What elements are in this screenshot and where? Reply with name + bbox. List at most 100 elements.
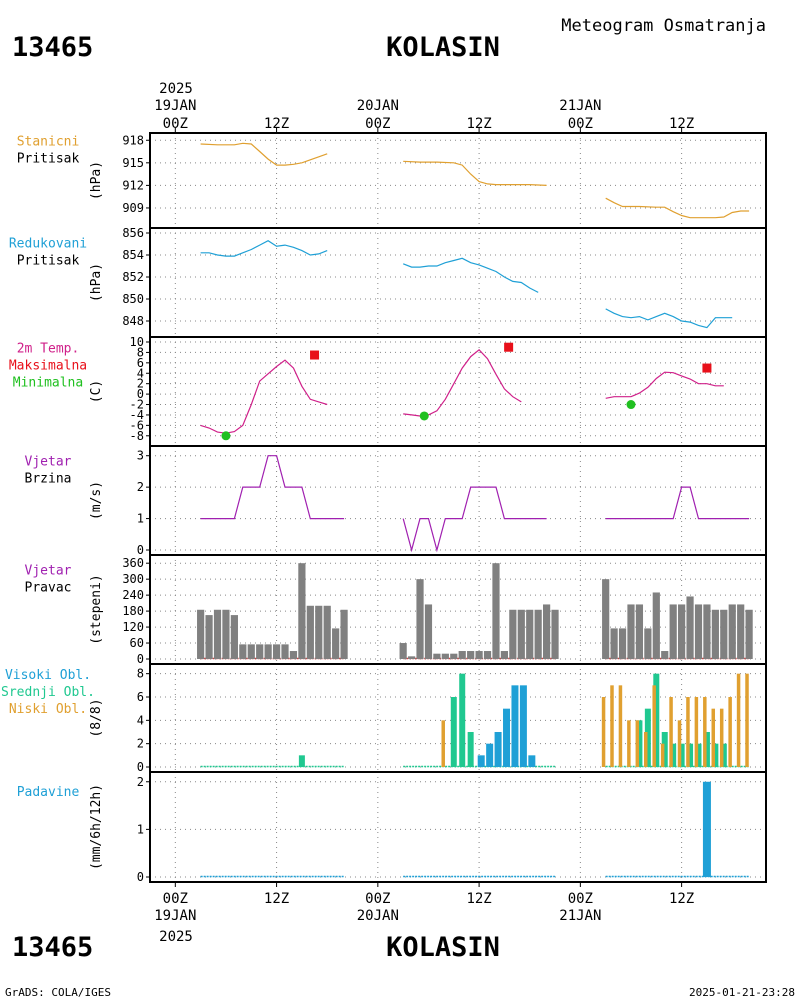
panel-label: Pritisak (17, 254, 80, 269)
y-tick-label: -6 (130, 418, 144, 432)
minimum-marker (626, 400, 636, 410)
station-name-top: KOLASIN (386, 32, 500, 63)
cloud-bar-low (719, 708, 724, 767)
cloud-bar-low (694, 697, 699, 767)
cloud-bar-mid (450, 697, 457, 767)
cloud-bar-high (511, 685, 519, 767)
bottom-time-tick-label: 12Z (264, 891, 289, 907)
y-tick-label: 850 (122, 292, 144, 306)
bottom-time-tick-label: 00Z (163, 891, 188, 907)
cloud-bar-mid (703, 732, 710, 767)
panel-label: Stanicni (17, 135, 80, 150)
wind-direction-bar (458, 651, 466, 659)
y-tick-label: 915 (122, 156, 144, 170)
wind-direction-bar (197, 609, 205, 659)
wind-direction-bar (340, 609, 348, 659)
y-tick-label: 0 (137, 387, 144, 401)
wind-direction-bar (720, 609, 728, 659)
wind-direction-bar (661, 651, 669, 659)
y-axis-label: (stepeni) (89, 574, 104, 644)
cloud-bar-low (635, 720, 640, 767)
wind-direction-bar (551, 609, 559, 659)
top-date-label: 21JAN (559, 98, 601, 114)
cloud-bar-low (703, 697, 707, 767)
wind-direction-bar (509, 609, 517, 659)
panel-label: Redukovani (9, 237, 87, 252)
wind-direction-bar (247, 644, 255, 659)
panel-frame (149, 227, 767, 338)
y-axis-label: (mm/6h/12h) (89, 784, 104, 870)
panel-frame (149, 771, 767, 883)
bottom-date-label: 21JAN (559, 908, 601, 924)
wind-direction-bar (281, 644, 289, 659)
cloud-bar-low (441, 720, 445, 767)
wind-direction-bar (703, 604, 711, 659)
top-time-tick-label: 00Z (163, 116, 188, 132)
y-tick-label: 912 (122, 178, 144, 192)
wind-direction-bar (289, 651, 298, 659)
wind-direction-bar (416, 579, 424, 659)
wind-direction-bar (644, 628, 652, 659)
wind-direction-bar (315, 605, 323, 659)
y-tick-label: 6 (137, 690, 144, 704)
cloud-bar-mid (695, 743, 702, 767)
cloud-bar-low (728, 697, 732, 767)
top-time-tick-label: 12Z (669, 116, 694, 132)
panel-wind-direction: 0 60 120 180 240 300 360 (stepeni) Vjetar Pravac (25, 554, 767, 666)
maximum-marker (702, 363, 712, 373)
precipitation-bar (702, 781, 711, 877)
panel-label: Vjetar (25, 455, 72, 470)
bottom-date-label: 19JAN (154, 908, 196, 924)
cloud-bar-high (486, 743, 494, 767)
top-date-label: 19JAN (154, 98, 196, 114)
wind-direction-bar (678, 604, 686, 659)
panel-frame (149, 336, 767, 447)
maximum-marker (310, 350, 320, 360)
y-tick-label: 848 (122, 314, 144, 328)
panel-clouds: 0 2 4 6 8 (8/8) Visoki Obl. Srednji Obl. Niski O… (1, 663, 767, 774)
wind-direction-bar (475, 651, 483, 659)
panel-label: Niski Obl. (9, 702, 87, 717)
y-tick-label: 6 (137, 356, 144, 370)
y-axis-label: (m/s) (89, 481, 104, 520)
bottom-time-tick-label: 12Z (466, 891, 491, 907)
cloud-bar-low (686, 697, 690, 767)
series-line (605, 486, 750, 520)
wind-direction-bar (256, 644, 264, 659)
wind-direction-bar (332, 628, 340, 659)
generated-timestamp: 2025-01-21-23:28 (689, 986, 795, 999)
wind-direction-bar (652, 592, 660, 659)
y-tick-label: 60 (130, 636, 144, 650)
wind-direction-bar (298, 563, 306, 659)
series-line (200, 142, 328, 166)
wind-direction-bar (213, 609, 222, 659)
panel-label: Minimalna (13, 376, 83, 391)
panel-label: Pravac (25, 581, 72, 596)
top-time-tick-label: 00Z (365, 116, 390, 132)
y-tick-label: 360 (122, 556, 144, 570)
wind-direction-bar (399, 643, 407, 659)
wind-direction-bar (745, 609, 753, 659)
wind-direction-bar (424, 604, 433, 659)
cloud-bar-low (644, 732, 648, 767)
series-line (402, 486, 547, 553)
top-time-tick-label: 12Z (466, 116, 491, 132)
y-axis-label: (C) (89, 380, 104, 403)
y-tick-label: -2 (130, 398, 144, 412)
wind-direction-bar (610, 628, 618, 659)
wind-direction-bar (526, 609, 534, 659)
cloud-bar-mid (670, 743, 677, 767)
cloud-bar-mid (644, 708, 651, 767)
wind-direction-bar (694, 604, 703, 659)
cloud-bar-mid (298, 755, 305, 767)
wind-direction-bar (492, 563, 500, 659)
y-tick-label: 918 (122, 133, 144, 147)
station-id-top: 13465 (12, 32, 93, 63)
cloud-bar-mid (636, 720, 643, 767)
wind-direction-bar (441, 653, 449, 659)
wind-direction-bar (323, 605, 331, 659)
panel-label: Padavine (17, 785, 80, 800)
series-line (402, 257, 539, 293)
